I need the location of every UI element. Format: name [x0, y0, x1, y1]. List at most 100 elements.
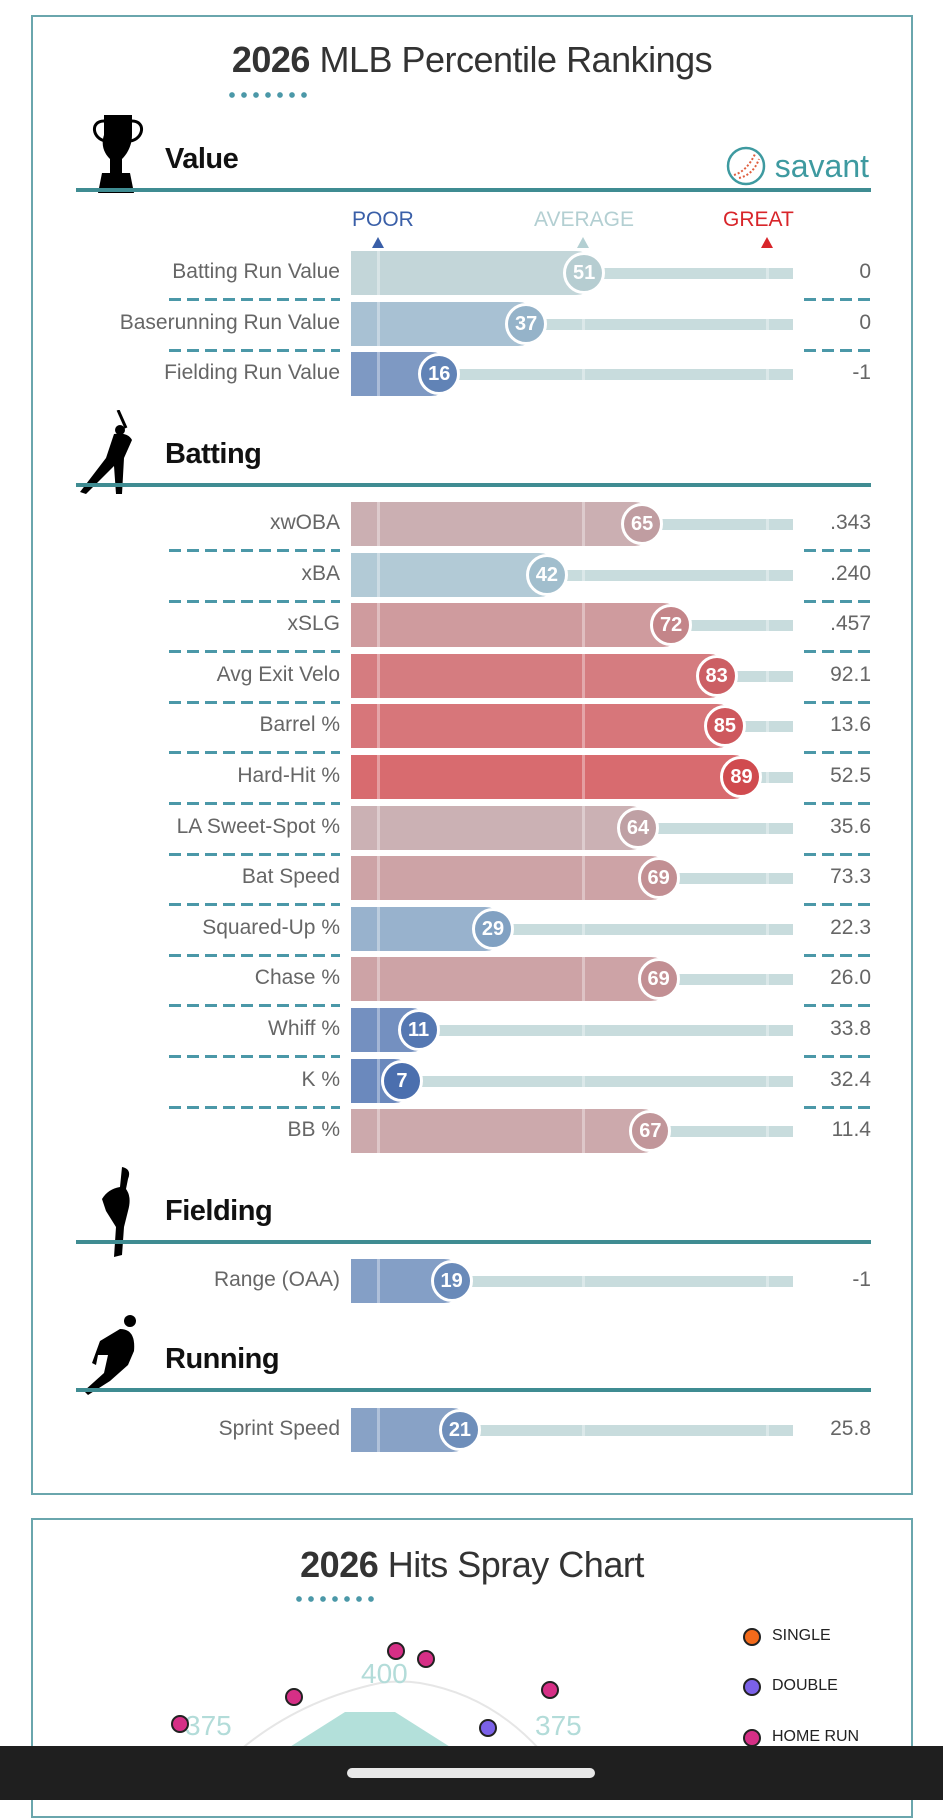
percentile-badge: 7	[380, 1059, 423, 1102]
percentile-badge: 29	[472, 907, 515, 950]
row-divider	[169, 650, 340, 654]
hit-marker[interactable]	[387, 1642, 405, 1660]
percentile-bar: 69	[351, 957, 793, 1002]
section-title-running: Running	[165, 1343, 280, 1375]
percentile-badge: 83	[695, 654, 738, 697]
metric-label: Sprint Speed	[218, 1417, 340, 1440]
row-divider	[804, 298, 870, 301]
percentile-badge: 85	[703, 705, 746, 748]
great-gridline	[766, 906, 769, 951]
average-gridline	[582, 352, 585, 397]
scale-label-great: GREAT	[723, 208, 794, 231]
row-divider	[169, 802, 340, 805]
hit-marker[interactable]	[171, 1715, 189, 1733]
infield-shape	[285, 1712, 455, 1750]
batter-icon	[78, 409, 148, 501]
spray-title-dots	[293, 1596, 377, 1602]
fielder-icon	[98, 1167, 138, 1264]
percentile-bar: 85	[351, 704, 793, 749]
metric-value: 26.0	[830, 966, 871, 990]
poor-gridline	[377, 1408, 380, 1452]
average-gridline	[582, 1109, 585, 1154]
average-marker-icon	[577, 237, 589, 248]
metric-label: Baserunning Run Value	[119, 310, 340, 334]
poor-gridline	[377, 1259, 380, 1303]
average-gridline	[582, 906, 585, 951]
trophy-icon	[90, 113, 146, 202]
great-gridline	[766, 1109, 769, 1154]
row-divider	[169, 953, 340, 957]
average-gridline	[582, 856, 585, 901]
average-gridline	[582, 1259, 585, 1303]
row-divider	[804, 599, 870, 603]
poor-gridline	[377, 1109, 380, 1154]
percentile-fill	[351, 502, 657, 546]
metric-value: 25.8	[830, 1417, 871, 1440]
metric-label: xwOBA	[269, 511, 340, 534]
percentile-track	[642, 519, 793, 530]
average-gridline	[582, 1058, 585, 1103]
average-gridline	[582, 502, 585, 546]
poor-gridline	[377, 906, 380, 951]
poor-gridline	[377, 805, 380, 850]
average-gridline	[582, 755, 585, 799]
percentile-track	[658, 974, 793, 986]
legend-swatch	[743, 1628, 761, 1646]
legend-swatch	[743, 1729, 761, 1747]
metric-value: -1	[852, 1268, 871, 1291]
percentile-bar: 42	[351, 552, 793, 597]
hit-marker[interactable]	[417, 1650, 435, 1668]
distance-right: 375	[535, 1710, 582, 1741]
savant-logo[interactable]: savant	[725, 145, 869, 187]
percentile-badge: 89	[720, 756, 763, 798]
row-divider	[169, 298, 340, 301]
row-divider	[169, 1004, 340, 1008]
percentile-bar: 65	[351, 502, 793, 546]
row-divider	[169, 852, 340, 856]
percentile-badge: 67	[629, 1110, 672, 1153]
great-gridline	[766, 704, 769, 749]
poor-gridline	[377, 957, 380, 1002]
metric-value: 33.8	[830, 1017, 871, 1040]
home-gesture-handle[interactable]	[347, 1768, 595, 1778]
percentile-bar: 29	[351, 906, 793, 951]
great-gridline	[766, 957, 769, 1002]
percentile-badge: 69	[637, 857, 680, 900]
metric-label: xBA	[301, 561, 340, 585]
row-divider	[804, 751, 870, 755]
metric-label: Squared-Up %	[202, 915, 340, 939]
percentile-bar: 83	[351, 653, 793, 698]
title-year: 2026	[231, 39, 311, 80]
hit-marker[interactable]	[285, 1688, 303, 1706]
hit-marker[interactable]	[479, 1719, 497, 1737]
percentile-fill	[351, 755, 756, 799]
metric-value: .457	[830, 612, 871, 636]
percentile-track	[418, 1025, 793, 1036]
percentile-fill	[351, 251, 599, 295]
row-divider	[804, 1105, 870, 1109]
metric-label: Whiff %	[268, 1017, 340, 1040]
percentile-badge: 65	[621, 503, 664, 545]
percentile-badge: 37	[505, 302, 548, 345]
poor-gridline	[377, 301, 380, 346]
spray-title-year: 2026	[300, 1544, 379, 1585]
metric-label: Avg Exit Velo	[216, 662, 340, 686]
percentile-track	[526, 318, 793, 330]
metric-value: 13.6	[830, 713, 871, 737]
percentile-fill	[351, 856, 673, 901]
metric-label: LA Sweet-Spot %	[176, 814, 340, 838]
percentile-bar: 69	[351, 856, 793, 901]
runner-icon	[80, 1315, 150, 1402]
metric-value: 52.5	[830, 764, 871, 787]
percentile-track	[658, 873, 793, 885]
poor-gridline	[377, 1058, 380, 1103]
percentile-fill	[351, 957, 673, 1002]
legend-label: HOME RUN	[772, 1728, 860, 1745]
great-gridline	[766, 1008, 769, 1052]
metric-label: xSLG	[287, 612, 340, 636]
hit-marker[interactable]	[541, 1681, 559, 1699]
title-dots	[226, 92, 310, 98]
spray-title-text: Hits Spray Chart	[387, 1544, 645, 1585]
metric-value: 11.4	[831, 1118, 871, 1142]
percentile-track	[724, 721, 793, 733]
